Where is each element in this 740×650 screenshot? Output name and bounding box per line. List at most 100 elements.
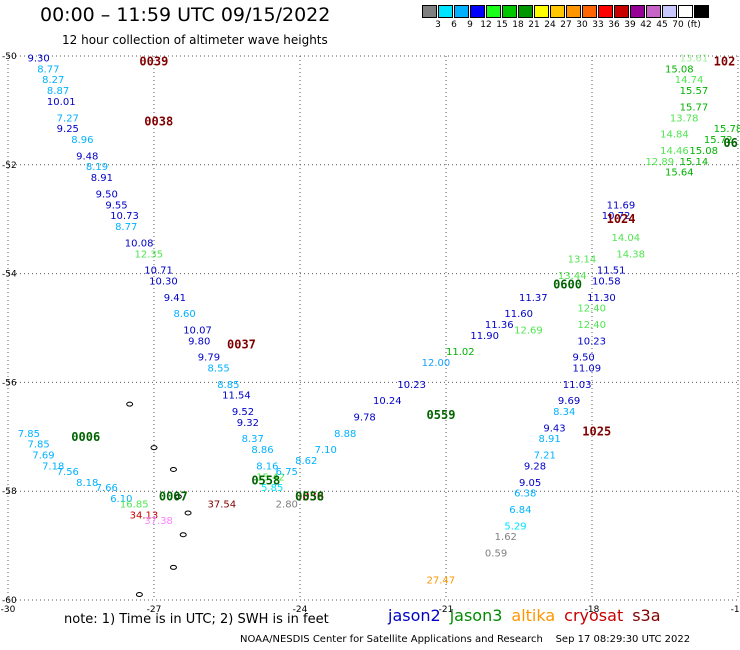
wave-height-label: 15.72 bbox=[704, 135, 733, 146]
island-shape bbox=[150, 445, 158, 451]
island-shape bbox=[135, 592, 143, 598]
wave-height-label: 8.88 bbox=[334, 429, 356, 440]
wave-height-label: 9.69 bbox=[558, 396, 580, 407]
island-shape bbox=[174, 494, 182, 500]
footer-note: note: 1) Time is in UTC; 2) SWH is in fe… bbox=[64, 612, 329, 627]
wave-height-label: 9.55 bbox=[105, 200, 127, 211]
wave-height-label: 7.85 bbox=[27, 440, 49, 451]
wave-height-label: 8.77 bbox=[115, 222, 137, 233]
pass-time-label: 06 bbox=[723, 136, 737, 150]
wave-height-label: 15.42 bbox=[256, 472, 285, 483]
wave-height-label: 7.27 bbox=[57, 113, 79, 124]
map-time-labels: 0039 0038 0037 0036 0006 0007 0558 0558 0559 0600… bbox=[71, 54, 738, 503]
wave-height-label: 9.50 bbox=[573, 353, 595, 364]
wave-height-label: 11.69 bbox=[607, 200, 636, 211]
wave-height-label: 8.55 bbox=[208, 364, 230, 375]
wave-height-label: 7.66 bbox=[96, 483, 118, 494]
legend-swatch bbox=[486, 5, 501, 18]
pass-time-label: 0558 bbox=[251, 473, 280, 487]
wave-height-label: 9.78 bbox=[354, 412, 376, 423]
wave-height-label: 6.10 bbox=[110, 494, 132, 505]
wave-height-label: 10.07 bbox=[183, 325, 212, 336]
wave-height-label: 10.58 bbox=[592, 276, 621, 287]
wave-height-label: 11.51 bbox=[597, 266, 626, 277]
satellite-legend: jason2 jason3 altika cryosat s3a bbox=[388, 606, 670, 625]
pass-time-label: 0038 bbox=[144, 114, 173, 128]
wave-height-label: 7.21 bbox=[534, 451, 556, 462]
pass-time-label: 1025 bbox=[582, 424, 611, 438]
lat-tick-label: -60 bbox=[2, 596, 17, 606]
wave-height-label: 12.40 bbox=[577, 320, 606, 331]
wave-height-label: 11.30 bbox=[587, 293, 616, 304]
wave-height-label: 10.73 bbox=[110, 211, 139, 222]
lat-tick-label: -54 bbox=[2, 270, 17, 280]
wave-height-label: 7.69 bbox=[32, 451, 54, 462]
map-islands bbox=[126, 401, 192, 598]
satellite-label-altika: altika bbox=[511, 606, 556, 625]
legend-label: 6 bbox=[451, 20, 457, 30]
wave-height-label: 8.77 bbox=[37, 64, 59, 75]
wave-height-label: 9.79 bbox=[198, 353, 220, 364]
pass-time-label: 0006 bbox=[71, 430, 100, 444]
lat-tick-label: -56 bbox=[2, 378, 17, 388]
wave-height-label: 5.29 bbox=[504, 521, 526, 532]
wave-height-label: 15.14 bbox=[680, 157, 709, 168]
legend-swatch bbox=[454, 5, 469, 18]
legend-label: 70 bbox=[672, 20, 684, 30]
wave-height-label: 7.85 bbox=[18, 429, 40, 440]
wave-height-label: 37.38 bbox=[144, 516, 173, 527]
legend-label: 15 bbox=[496, 20, 508, 30]
wave-height-label: 9.50 bbox=[96, 189, 118, 200]
pass-time-label: 1024 bbox=[607, 212, 636, 226]
pass-time-label: 0558 bbox=[295, 490, 324, 504]
wave-height-label: 6.75 bbox=[276, 467, 298, 478]
wave-height-label: 12.69 bbox=[514, 325, 543, 336]
wave-height-label: 8.85 bbox=[217, 380, 239, 391]
legend-swatch bbox=[694, 5, 709, 18]
footer-credit: NOAA/NESDIS Center for Satellite Applica… bbox=[240, 634, 690, 645]
legend-label: 45 bbox=[656, 20, 668, 30]
wave-height-label: 9.80 bbox=[188, 336, 210, 347]
wave-height-label: 11.36 bbox=[485, 320, 514, 331]
wave-height-label: 13.44 bbox=[558, 271, 587, 282]
island-shape bbox=[169, 564, 177, 570]
legend-label: (ft) bbox=[687, 20, 701, 30]
legend-label: 42 bbox=[640, 20, 652, 30]
pass-time-label: 0036 bbox=[295, 490, 324, 504]
wave-height-label: 8.86 bbox=[251, 445, 273, 456]
legend-label: 18 bbox=[512, 20, 524, 30]
wave-height-label: 14.84 bbox=[660, 130, 689, 141]
wave-height-label: 8.37 bbox=[242, 434, 264, 445]
legend-label: 21 bbox=[528, 20, 540, 30]
wave-height-label: 14.46 bbox=[660, 146, 689, 157]
legend-swatch bbox=[598, 5, 613, 18]
wave-height-label: 11.54 bbox=[222, 391, 251, 402]
wave-height-label: 7.18 bbox=[42, 461, 64, 472]
wave-height-label: 10.23 bbox=[577, 336, 606, 347]
island-shape bbox=[126, 401, 134, 407]
wave-height-label: 15.64 bbox=[665, 168, 694, 179]
lat-tick-label: -50 bbox=[2, 52, 17, 62]
wave-height-label: 12.00 bbox=[422, 358, 451, 369]
wave-height-label: 9.32 bbox=[237, 418, 259, 429]
legend-swatch bbox=[518, 5, 533, 18]
wave-height-label: 15.57 bbox=[680, 86, 709, 97]
wave-height-label: 14.38 bbox=[616, 249, 645, 260]
legend-swatch bbox=[614, 5, 629, 18]
legend-swatch bbox=[678, 5, 693, 18]
wave-height-label: 9.41 bbox=[164, 293, 186, 304]
wave-height-label: 9.28 bbox=[524, 461, 546, 472]
legend-label: 30 bbox=[576, 20, 588, 30]
wave-height-label: 8.91 bbox=[91, 173, 113, 184]
legend-swatch bbox=[662, 5, 677, 18]
legend-swatch bbox=[550, 5, 565, 18]
wave-height-label: 8.16 bbox=[256, 461, 278, 472]
color-scale-legend: 3 6 9 12 15 18 21 24 27 30 33 36 39 42 45 70 (ft) bbox=[422, 5, 710, 32]
satellite-label-cryosat: cryosat bbox=[564, 606, 624, 625]
wave-height-label: 8.60 bbox=[173, 309, 195, 320]
legend-label: 36 bbox=[608, 20, 620, 30]
wave-height-label: 8.91 bbox=[538, 434, 560, 445]
legend-labels: 3 6 9 12 15 18 21 24 27 30 33 36 39 42 45 70 (ft) bbox=[422, 18, 710, 32]
wave-height-label: 7.56 bbox=[57, 467, 79, 478]
